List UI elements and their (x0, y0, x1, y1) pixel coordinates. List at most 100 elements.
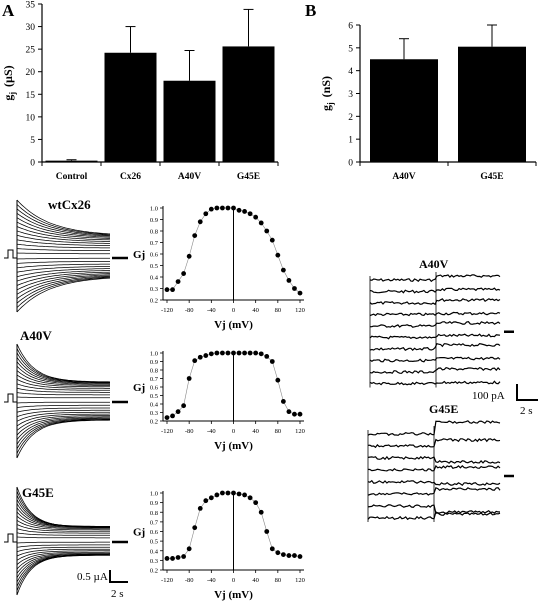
current-trace (16, 407, 110, 413)
y-tick-label: 0.5 (150, 393, 158, 400)
data-point (197, 219, 203, 225)
bar (104, 52, 157, 162)
bar (458, 46, 526, 162)
y-tick-label: 0.4 (150, 275, 159, 282)
data-point (175, 555, 181, 560)
current-trace (16, 274, 111, 295)
channel-trace (367, 420, 501, 436)
y-label-main: g (319, 105, 333, 111)
data-point (186, 546, 192, 552)
data-point (164, 287, 170, 293)
current-trace (16, 551, 110, 565)
current-trace (16, 392, 110, 396)
data-point (236, 491, 242, 497)
bar (370, 59, 438, 162)
bar (45, 160, 98, 163)
x-tick-label: 0 (232, 307, 235, 314)
channel-trace (369, 356, 501, 363)
data-point (247, 211, 253, 217)
data-point (225, 205, 231, 211)
data-point (220, 490, 225, 496)
y-tick-label: 15 (26, 91, 36, 101)
bar-chart-a: 0 5 10 15 20 25 30 35 Control Cx26 A40V G45E gj (µS) (1, 1, 279, 182)
current-trace (16, 396, 110, 399)
current-trace (16, 234, 110, 244)
current-trace (16, 268, 110, 278)
y-tick-label: 2 (348, 113, 353, 123)
data-point (275, 377, 281, 383)
data-point (208, 351, 214, 357)
y-tick-label: 0 (30, 159, 35, 169)
current-trace (16, 418, 110, 445)
channel-trace (367, 438, 501, 449)
current-trace (16, 276, 111, 304)
channel-trace (367, 504, 501, 516)
channel-trace (369, 298, 501, 306)
scale-current-left: 0.5 µA (77, 571, 108, 583)
y-axis-label: Gj (133, 382, 145, 394)
y-label-text: Gj (133, 249, 145, 261)
trace-family-g45e (4, 486, 128, 596)
current-trace (16, 411, 110, 422)
y-tick-label: 0.2 (150, 568, 158, 575)
data-point (197, 506, 203, 511)
trace-family-right-a40v (369, 272, 514, 388)
y-label-text: Gj (133, 382, 145, 394)
data-point (231, 350, 236, 356)
data-point (170, 556, 175, 561)
y-tick-label: 30 (26, 23, 36, 33)
y-tick-label: 0.8 (150, 510, 158, 517)
y-tick-label: 1.0 (150, 206, 158, 213)
x-axis-label: Vj (mV) (214, 440, 253, 452)
current-trace (16, 374, 110, 388)
x-tick-label: 0 (232, 428, 235, 435)
panel-label-b: B (305, 1, 316, 20)
current-trace (16, 554, 110, 596)
current-trace (16, 230, 111, 242)
y-tick-label: 0.9 (150, 217, 158, 224)
channel-trace (369, 311, 501, 317)
data-point (280, 267, 286, 273)
current-trace (16, 554, 110, 578)
y-axis-label: gj (µS) (1, 65, 17, 100)
y-axis-label: Gj (133, 249, 145, 261)
current-trace (16, 524, 110, 532)
current-trace (16, 217, 111, 238)
bar-chart-b: 0 1 2 3 4 5 6 A40V G45E gj (nS) (319, 22, 537, 182)
data-point (181, 554, 187, 559)
x-tick-label: A40V (178, 172, 201, 182)
current-trace (16, 226, 111, 241)
trace-family-right-g45e (367, 420, 514, 522)
data-point (236, 350, 242, 356)
x-tick-label: 120 (295, 428, 305, 435)
channel-trace (369, 333, 501, 340)
data-point (275, 550, 281, 556)
data-point (253, 500, 259, 506)
y-axis-label: Gj (133, 527, 145, 539)
current-trace (16, 528, 110, 534)
y-label-text: Gj (133, 527, 145, 539)
current-trace (16, 275, 111, 300)
x-tick-label: -120 (161, 307, 173, 314)
data-point (292, 553, 297, 558)
data-point (186, 253, 192, 259)
y-label-unit: (nS) (319, 76, 333, 100)
current-trace (16, 416, 110, 436)
x-tick-label: 80 (275, 307, 282, 314)
data-point (175, 279, 181, 284)
y-tick-label: 0.3 (150, 558, 158, 565)
y-tick-label: 35 (26, 1, 36, 11)
current-trace (16, 536, 110, 539)
y-tick-label: 0.8 (150, 229, 158, 236)
data-point (242, 209, 247, 214)
current-trace (16, 266, 110, 273)
x-tick-label: 120 (295, 307, 305, 314)
y-tick-label: 0.3 (150, 410, 158, 417)
data-point (236, 207, 242, 213)
current-trace (16, 261, 110, 264)
data-point (214, 492, 220, 498)
data-point (214, 205, 220, 211)
y-tick-label: 0.9 (150, 359, 158, 366)
x-tick-label: A40V (392, 172, 415, 182)
x-tick-label: 80 (275, 577, 282, 584)
